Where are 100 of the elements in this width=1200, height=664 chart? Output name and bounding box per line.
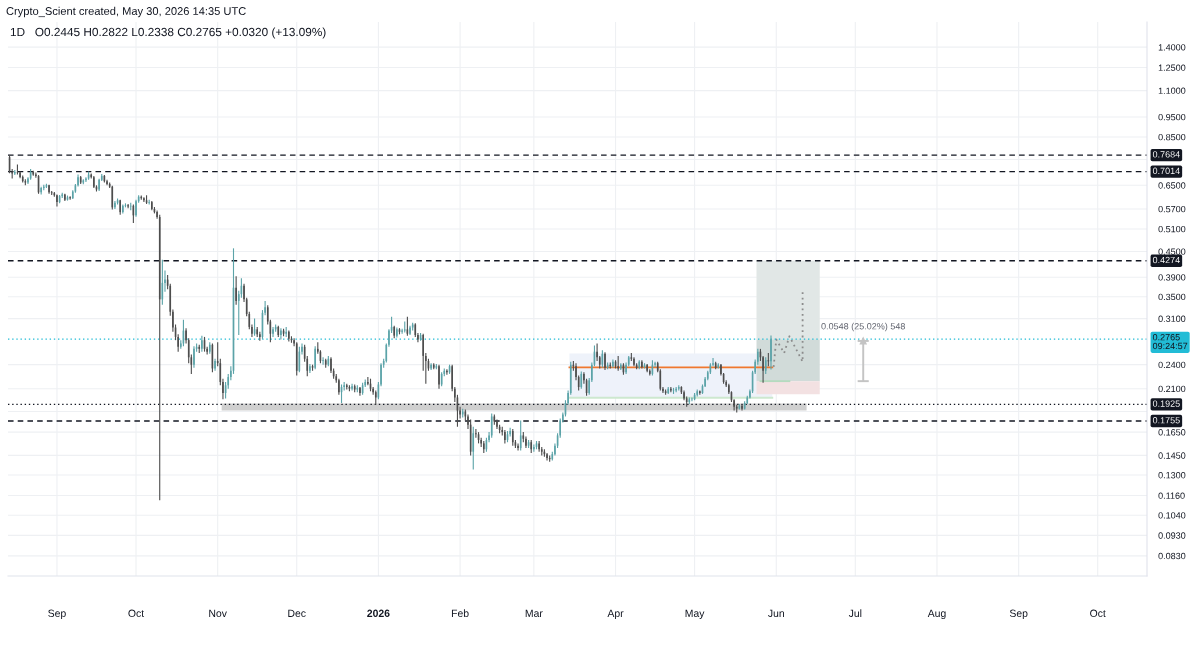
x-tick-label: 2026 <box>367 609 390 617</box>
y-tick-label: 0.2400 <box>1158 361 1186 369</box>
ref-line-label: 0.4274 <box>1152 256 1180 264</box>
ref-line-label: 0.1755 <box>1152 417 1180 424</box>
x-tick-label: Feb <box>451 609 469 617</box>
candlestick <box>127 203 129 209</box>
x-tick-label: Mar <box>525 609 543 617</box>
x-tick-label: Dec <box>288 609 306 617</box>
y-tick-label: 0.8500 <box>1158 133 1186 141</box>
y-tick-label: 0.2100 <box>1158 385 1186 393</box>
candlestick <box>193 345 195 369</box>
candlestick <box>699 389 701 396</box>
data-label: 0.0548 (25.02%) 548 <box>821 322 905 332</box>
candlestick <box>148 199 150 206</box>
candlestick <box>351 383 353 391</box>
candlestick <box>509 427 511 438</box>
candlestick <box>322 356 324 366</box>
y-tick-label: 1.4000 <box>1158 44 1186 51</box>
x-tick-label: Sep <box>1009 609 1028 620</box>
y-tick-label: 0.4500 <box>1158 248 1186 255</box>
candlestick <box>201 335 203 353</box>
candlestick <box>504 429 506 444</box>
x-tick-label: Nov <box>209 609 227 617</box>
candlestick <box>604 351 606 371</box>
ref-line-label: 0.2765 09:24:57 <box>1152 334 1188 350</box>
candlestick <box>517 442 519 452</box>
candlestick <box>359 386 361 397</box>
y-tick-label: 1.2500 <box>1158 64 1186 71</box>
y-tick-label: 0.1040 <box>1158 512 1186 519</box>
candlestick <box>741 404 743 412</box>
candlestick <box>56 193 58 207</box>
candlestick <box>472 426 475 471</box>
candlestick <box>538 440 540 453</box>
text: Crypto_Scient created, May 30, 2026 14:35 UTC <box>6 6 246 18</box>
candlestick <box>259 331 261 342</box>
x-tick-label: Oct <box>128 609 145 617</box>
y-tick-label: 0.3900 <box>1158 274 1186 281</box>
y-tick-label: 0.0830 <box>1158 552 1186 560</box>
candlestick <box>496 418 498 430</box>
y-tick-label: 0.9500 <box>1158 113 1186 121</box>
line-series <box>772 290 804 368</box>
candlestick <box>396 326 398 339</box>
candlestick <box>235 275 237 306</box>
candlestick <box>214 358 216 372</box>
candlestick <box>280 327 282 341</box>
y-tick-label: 0.5100 <box>1158 225 1186 233</box>
candlestick <box>40 186 42 195</box>
candlestick <box>646 363 648 373</box>
y-tick-label: 0.6500 <box>1158 182 1186 189</box>
ref-line-label: 0.7684 <box>1152 151 1180 158</box>
candlestick <box>482 440 485 454</box>
candlestick <box>122 204 124 214</box>
candlestick <box>525 435 527 449</box>
candlestick <box>135 199 137 218</box>
y-tick-label: 0.3500 <box>1158 293 1186 301</box>
x-tick-label: Jun <box>768 609 784 617</box>
candlestick <box>124 202 127 208</box>
x-tick-label: Aug <box>927 609 946 620</box>
ref-line-label: 0.7014 <box>1152 167 1180 175</box>
candlestick <box>641 359 643 370</box>
chart-title: 1D <box>10 27 25 37</box>
y-tick-label: 1.1000 <box>1158 87 1186 94</box>
candlestick <box>475 428 477 439</box>
candlestick <box>256 326 259 338</box>
candlestick <box>151 200 153 211</box>
candlestick <box>93 175 95 189</box>
candlestick <box>612 358 614 369</box>
candlestick <box>98 178 100 192</box>
x-tick-label: May <box>685 609 705 620</box>
x-tick-label: Jul <box>848 609 862 617</box>
ref-line-label: 0.1925 <box>1152 400 1180 407</box>
chart-subtitle: O0.2445 H0.2822 L0.2338 C0.2765 +0.0320 (+13.09%) <box>35 27 326 39</box>
candlestick <box>48 184 50 195</box>
x-tick-label: Apr <box>607 609 624 620</box>
candlestick <box>546 452 548 461</box>
y-tick-label: 0.1160 <box>1158 492 1185 499</box>
y-tick-label: 0.1300 <box>1158 472 1186 479</box>
y-tick-label: 0.3100 <box>1158 315 1186 322</box>
x-tick-label: Oct <box>1090 609 1106 617</box>
candlestick <box>64 193 66 202</box>
candlestick <box>106 179 108 186</box>
candlestick <box>533 443 535 453</box>
candlestick <box>770 334 772 370</box>
candlestick <box>430 362 432 371</box>
candlestick <box>111 185 114 211</box>
candlestick <box>409 325 411 336</box>
y-tick-label: 0.0930 <box>1158 532 1186 539</box>
candlestick <box>309 363 311 374</box>
candlestick <box>633 356 635 367</box>
y-tick-label: 0.1650 <box>1158 429 1186 436</box>
x-tick-label: Sep <box>48 609 66 620</box>
candlestick <box>338 378 340 396</box>
candlestick <box>69 195 71 201</box>
candlestick <box>438 364 440 390</box>
candlestick <box>143 196 145 203</box>
y-tick-label: 0.1450 <box>1158 452 1186 459</box>
candlestick <box>272 326 274 338</box>
candlestick <box>648 368 651 377</box>
y-tick-label: 0.5700 <box>1158 205 1186 213</box>
candlestick <box>114 200 116 210</box>
